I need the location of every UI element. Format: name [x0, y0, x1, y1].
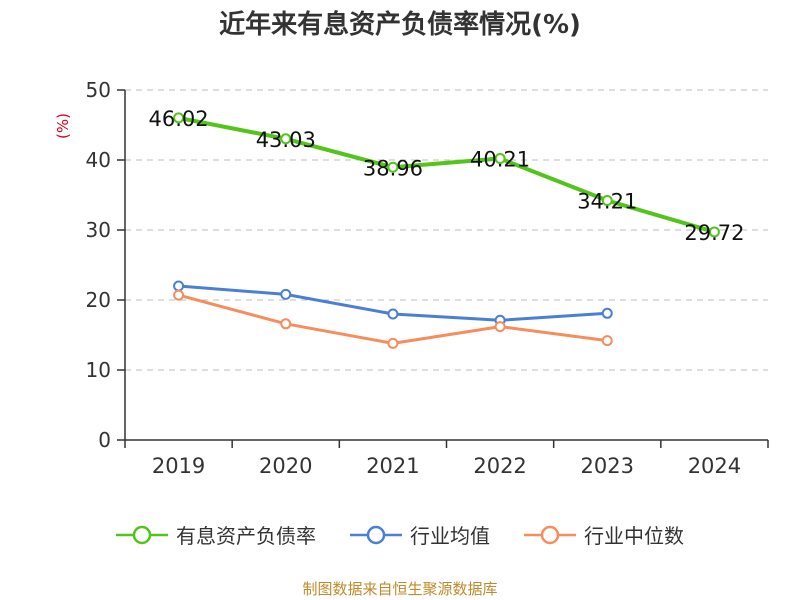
data-label: 46.02	[149, 107, 209, 131]
data-point	[280, 318, 292, 330]
data-point	[494, 153, 506, 165]
data-point	[601, 195, 613, 207]
chart-title: 近年来有息资产负债率情况(%)	[219, 10, 581, 40]
legend-label: 行业均值	[410, 524, 490, 548]
source-note: 制图数据来自恒生聚源数据库	[302, 580, 498, 598]
data-label: 29.72	[684, 221, 744, 245]
y-axis-unit-label: (%)	[54, 113, 72, 139]
legend: 有息资产负债率 行业均值 行业中位数	[0, 520, 800, 549]
data-label: 40.21	[470, 148, 530, 172]
y-tick-label: 20	[86, 288, 111, 312]
x-tick-label: 2024	[688, 454, 741, 478]
data-point	[280, 133, 292, 145]
x-tick-label: 2019	[152, 454, 205, 478]
data-point	[708, 226, 720, 238]
legend-marker-orange-icon	[524, 525, 576, 544]
data-label: 43.03	[256, 128, 316, 152]
data-point	[494, 321, 506, 333]
data-point	[387, 337, 399, 349]
data-point	[601, 307, 613, 319]
legend-item-industry-mean[interactable]: 行业均值	[350, 520, 490, 549]
data-label: 34.21	[577, 190, 637, 214]
data-point	[387, 308, 399, 320]
y-tick-label: 40	[86, 148, 111, 172]
y-tick-label: 30	[86, 218, 111, 242]
y-tick-label: 10	[86, 358, 111, 382]
legend-item-debt-ratio[interactable]: 有息资产负债率	[116, 520, 316, 549]
data-point	[387, 161, 399, 173]
data-point	[601, 335, 613, 347]
x-tick-label: 2023	[581, 454, 634, 478]
x-tick-label: 2020	[259, 454, 312, 478]
data-point	[173, 289, 185, 301]
legend-label: 行业中位数	[584, 524, 684, 548]
x-tick-label: 2022	[473, 454, 526, 478]
series-line	[178, 115, 715, 234]
data-point	[173, 280, 185, 292]
data-point	[280, 288, 292, 300]
legend-marker-green-icon	[116, 525, 168, 544]
legend-label: 有息资产负债率	[176, 524, 316, 548]
y-tick-label: 0	[98, 428, 111, 452]
x-tick-label: 2021	[366, 454, 419, 478]
y-tick-label: 50	[86, 78, 111, 102]
legend-item-industry-median[interactable]: 行业中位数	[524, 520, 684, 549]
data-label: 38.96	[363, 156, 423, 180]
data-point	[173, 112, 185, 124]
legend-marker-blue-icon	[350, 525, 402, 544]
